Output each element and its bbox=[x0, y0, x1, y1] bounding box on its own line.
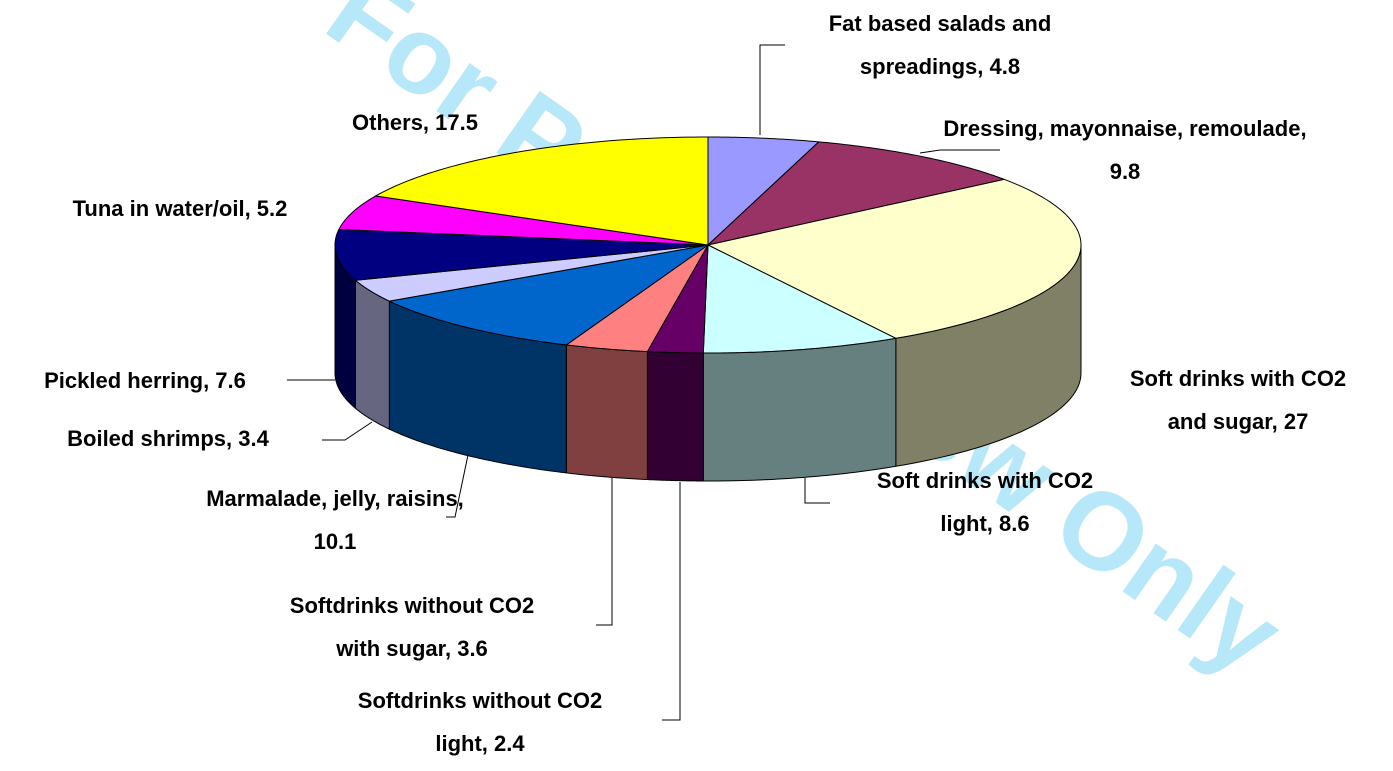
leader-line bbox=[662, 482, 681, 721]
slice bbox=[334, 228, 709, 281]
slice bbox=[565, 244, 709, 353]
slice bbox=[375, 136, 709, 246]
slice bbox=[707, 178, 1082, 339]
slice-side bbox=[565, 344, 648, 481]
slice bbox=[707, 141, 1005, 246]
data-label: Boiled shrimps, 3.4 bbox=[67, 426, 269, 451]
leader-line bbox=[759, 44, 785, 135]
slice-side bbox=[702, 337, 897, 482]
data-label: Tuna in water/oil, 5.2 bbox=[73, 196, 288, 221]
slice bbox=[338, 195, 709, 246]
data-label: Soft drinks with CO2 and sugar, 27 bbox=[1130, 366, 1346, 434]
data-label: Softdrinks without CO2 light, 2.4 bbox=[358, 688, 602, 756]
leader-line bbox=[804, 478, 830, 504]
slice bbox=[707, 136, 820, 246]
leader-line bbox=[322, 421, 373, 441]
data-label: Soft drinks with CO2 light, 8.6 bbox=[877, 468, 1093, 536]
data-label: Pickled herring, 7.6 bbox=[44, 368, 246, 393]
leader-line bbox=[446, 454, 469, 518]
leader-line bbox=[919, 149, 1000, 154]
slice bbox=[354, 244, 709, 302]
data-label: Marmalade, jelly, raisins, 10.1 bbox=[206, 486, 464, 554]
data-label: Others, 17.5 bbox=[352, 110, 478, 135]
data-label: Softdrinks without CO2 with sugar, 3.6 bbox=[290, 593, 534, 661]
slice-side bbox=[354, 279, 390, 430]
slice bbox=[702, 244, 897, 354]
data-label: Fat based salads and spreadings, 4.8 bbox=[829, 11, 1052, 79]
slice-side bbox=[646, 351, 704, 482]
leader-line bbox=[596, 478, 613, 626]
slice bbox=[388, 244, 709, 346]
data-label: Dressing, mayonnaise, remoulade, 9.8 bbox=[943, 116, 1306, 184]
